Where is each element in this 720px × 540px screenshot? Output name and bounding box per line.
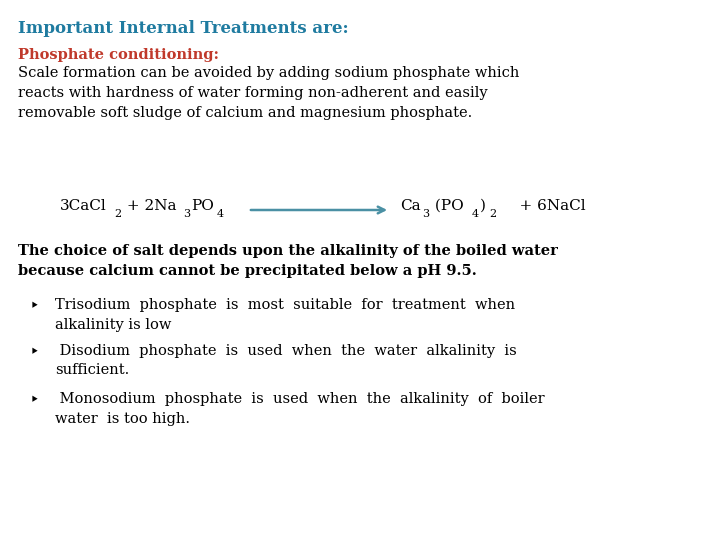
Text: Important Internal Treatments are:: Important Internal Treatments are: [18, 20, 348, 37]
Text: 2: 2 [114, 209, 121, 219]
Text: + 2Na: + 2Na [122, 199, 176, 213]
Text: 3CaCl: 3CaCl [60, 199, 107, 213]
Text: ‣: ‣ [30, 344, 40, 361]
Text: Disodium  phosphate  is  used  when  the  water  alkalinity  is
sufficient.: Disodium phosphate is used when the wate… [55, 344, 517, 377]
Text: The choice of salt depends upon the alkalinity of the boiled water
because calci: The choice of salt depends upon the alka… [18, 244, 558, 278]
Text: Scale formation can be avoided by adding sodium phosphate which
reacts with hard: Scale formation can be avoided by adding… [18, 66, 519, 120]
Text: 3: 3 [183, 209, 190, 219]
Text: 2: 2 [489, 209, 496, 219]
Text: Ca: Ca [400, 199, 420, 213]
Text: 4: 4 [217, 209, 224, 219]
Text: ‣: ‣ [30, 392, 40, 409]
Text: ): ) [480, 199, 486, 213]
Text: Phosphate conditioning:: Phosphate conditioning: [18, 48, 219, 62]
Text: 3: 3 [422, 209, 429, 219]
Text: Trisodium  phosphate  is  most  suitable  for  treatment  when
alkalinity is low: Trisodium phosphate is most suitable for… [55, 298, 515, 332]
Text: ‣: ‣ [30, 298, 40, 315]
Text: Monosodium  phosphate  is  used  when  the  alkalinity  of  boiler
water  is too: Monosodium phosphate is used when the al… [55, 392, 544, 426]
Text: + 6NaCl: + 6NaCl [500, 199, 585, 213]
Text: 4: 4 [472, 209, 479, 219]
Text: (PO: (PO [430, 199, 464, 213]
Text: PO: PO [191, 199, 214, 213]
